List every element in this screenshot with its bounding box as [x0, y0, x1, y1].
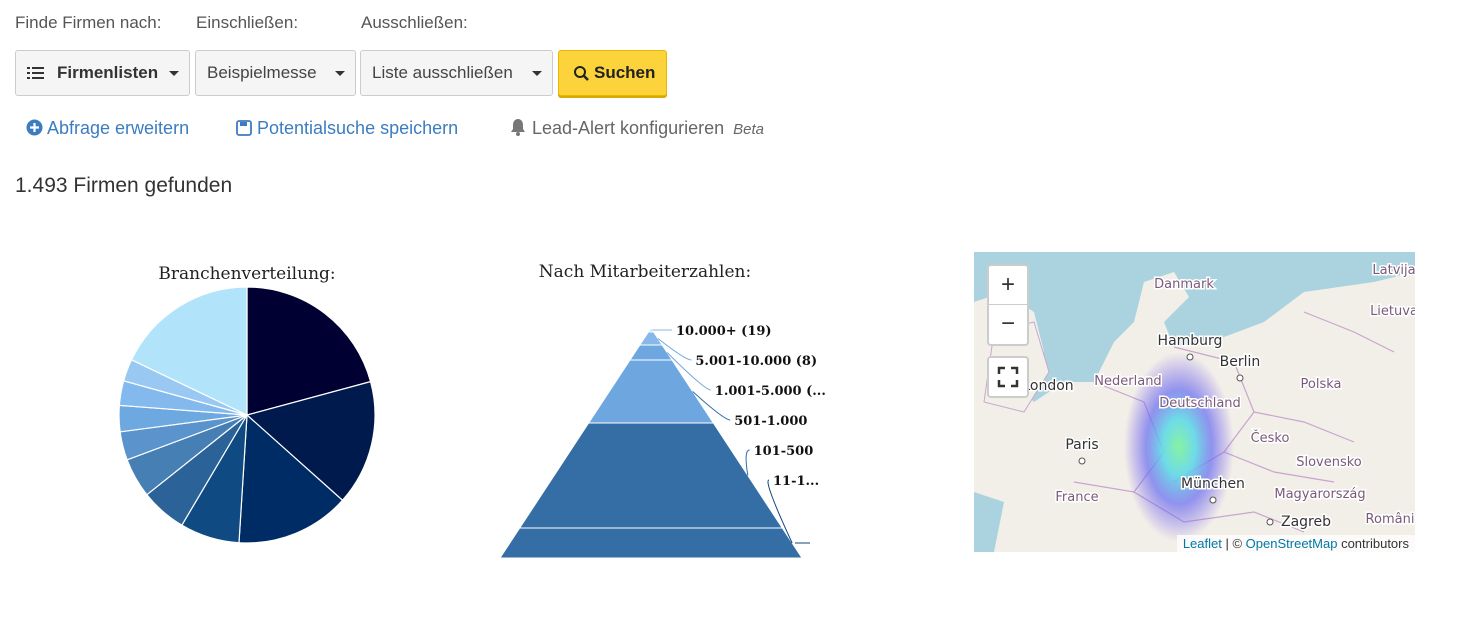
exclude-dropdown[interactable]: Liste ausschließen [360, 50, 553, 96]
bell-icon [511, 119, 525, 136]
filter-label: Finde Firmen nach: [15, 13, 162, 32]
zoom-out[interactable]: − [1000, 310, 1015, 337]
city-dot [1209, 496, 1217, 504]
label-connector [666, 352, 711, 391]
plus-icon [26, 119, 43, 136]
button-text: Firmenlisten [57, 63, 159, 82]
filter-label: Einschließen: [196, 13, 299, 32]
city-dot [1078, 457, 1086, 465]
charts: Branchenverteilung: Nach Mitarbeiterzahl… [118, 262, 826, 559]
city-label: Berlin [1220, 354, 1261, 370]
link-text: Abfrage erweitern [47, 118, 190, 138]
attribution: Leaflet | © OpenStreetMap contributors [1176, 535, 1415, 552]
pie-slice [238, 413, 344, 544]
city-label: London [1022, 378, 1073, 394]
fullscreen-button[interactable] [987, 356, 1029, 398]
country-label: Polska [1301, 377, 1342, 392]
button-text: Beispielmesse [207, 63, 317, 82]
search-icon [574, 66, 589, 81]
save-link[interactable]: Potentialsuche speichern [236, 118, 458, 139]
attribution-text: | © [1221, 536, 1246, 551]
city-dot [1236, 374, 1244, 382]
pyramid-label: 1.001-5.000 (... [715, 384, 826, 399]
list-icon [27, 67, 44, 79]
pie-title: Branchenverteilung: [158, 264, 335, 284]
country-label: Danmark [1154, 277, 1214, 292]
search-button[interactable]: Suchen [558, 50, 667, 96]
alert-link[interactable]: Lead-Alert konfigurieren Beta [510, 118, 764, 139]
city-label: Paris [1065, 437, 1098, 453]
pyramid-segment [638, 331, 664, 346]
country-label: Nederland [1094, 374, 1161, 389]
country-label: France [1055, 490, 1098, 505]
pyramid-label: 101-500 [754, 444, 814, 459]
leaflet-link[interactable]: Leaflet [1182, 536, 1222, 551]
label-connector [767, 479, 793, 544]
country-label: Români [1366, 512, 1415, 527]
country-label: Lietuva [1370, 304, 1415, 319]
pie-slice [246, 286, 372, 416]
country-label: Slovensko [1296, 455, 1362, 470]
pyramid-label: 5.001-10.000 (8) [695, 354, 817, 369]
pie-slice [130, 286, 248, 416]
city-dot [1186, 353, 1194, 361]
include-dropdown[interactable]: Beispielmesse [195, 50, 356, 96]
pyramid-segment [629, 344, 673, 361]
country-label: Magyarország [1274, 487, 1365, 502]
country-label: Česko [1251, 430, 1290, 446]
pyramid-label: 10.000+ (19) [676, 324, 772, 339]
pyramid-segment [499, 527, 803, 559]
zoom-control: + − [987, 264, 1029, 346]
result-count: 1.493 Firmen gefunden [15, 174, 233, 197]
country-label: Deutschland [1159, 396, 1241, 411]
city-label: Hamburg [1158, 333, 1223, 349]
fullscreen-icon [997, 366, 1019, 388]
button-text: Liste ausschließen [372, 63, 513, 82]
map[interactable]: Danmark Latvija Lietuva Hamburg Berlin Nederl… [974, 252, 1415, 552]
label-connector [657, 338, 692, 361]
beta-tag: Beta [733, 121, 764, 138]
city-label: Zagreb [1281, 514, 1331, 530]
label-connector [692, 391, 731, 421]
pyramid-label: 11-1... [773, 474, 819, 489]
city-dot [1266, 518, 1274, 526]
label-connector [745, 449, 750, 476]
source-dropdown[interactable]: Firmenlisten [15, 50, 190, 96]
pie-slice [245, 380, 376, 502]
pyramid-title: Nach Mitarbeiterzahlen: [539, 262, 751, 282]
button-text: Suchen [594, 63, 656, 82]
map-tiles: Danmark Latvija Lietuva Hamburg Berlin Nederl… [974, 252, 1415, 552]
extend-link[interactable]: Abfrage erweitern [26, 118, 189, 139]
attribution-text: contributors [1337, 536, 1409, 551]
country-label: Latvija [1372, 263, 1415, 278]
filter-label: Ausschließen: [361, 13, 468, 32]
link-text: Potentialsuche speichern [257, 118, 459, 138]
city-label: München [1181, 476, 1245, 492]
pyramid-segment [587, 359, 715, 424]
link-text: Lead-Alert konfigurieren [532, 118, 725, 138]
pyramid-label: 501-1.000 [734, 414, 807, 429]
pyramid-segment [518, 422, 784, 529]
save-icon [236, 120, 252, 136]
osm-link[interactable]: OpenStreetMap [1245, 536, 1338, 551]
zoom-in[interactable]: + [989, 266, 1027, 305]
